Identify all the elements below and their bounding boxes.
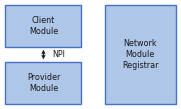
Bar <box>5 62 81 104</box>
Text: NPI: NPI <box>52 50 65 59</box>
Text: Client
Module: Client Module <box>29 16 58 36</box>
Bar <box>105 5 176 104</box>
Text: Network
Module
Registrar: Network Module Registrar <box>122 39 159 70</box>
Text: Provider
Module: Provider Module <box>27 73 60 93</box>
Bar <box>5 5 81 47</box>
